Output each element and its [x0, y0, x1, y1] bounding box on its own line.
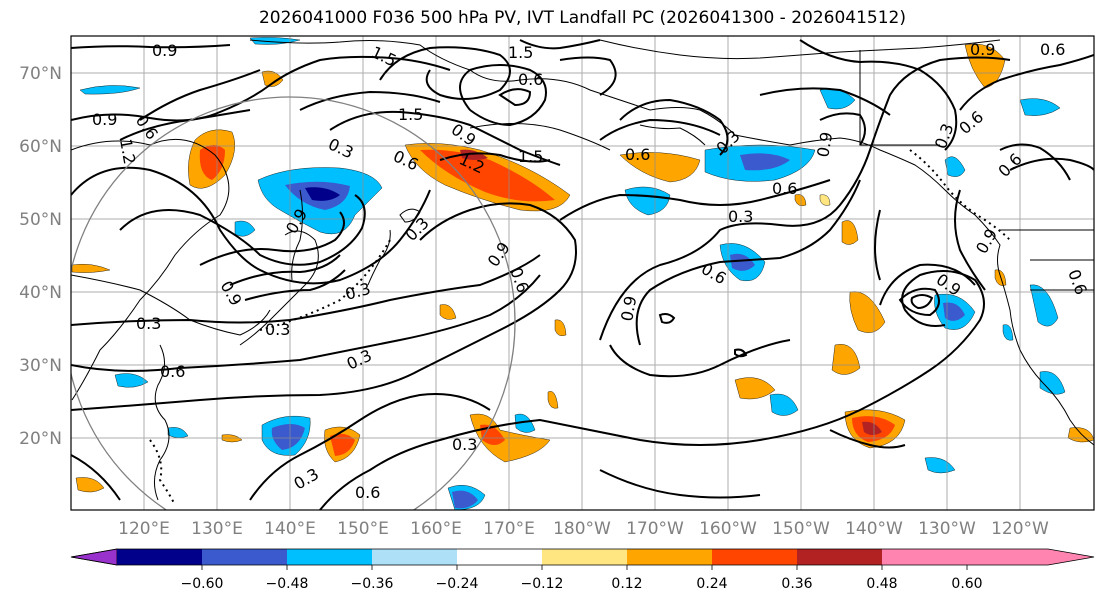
contour-label: 1.5 — [508, 43, 533, 62]
lat-label: 20°N — [19, 429, 62, 449]
lon-label: 140°E — [264, 519, 316, 539]
lon-label: 120°W — [991, 519, 1049, 539]
lon-label: 180°W — [553, 519, 611, 539]
colorbar-tick-label: 0.36 — [781, 576, 812, 592]
lon-label: 150°E — [337, 519, 389, 539]
lon-label: 140°W — [845, 519, 903, 539]
lon-label: 170°W — [626, 519, 684, 539]
lat-label: 70°N — [19, 64, 62, 84]
colorbar-tick-label: −0.60 — [181, 576, 224, 592]
colorbar-tick-label: 0.12 — [611, 576, 642, 592]
colorbar-segment — [117, 549, 202, 565]
colorbar-segment — [287, 549, 372, 565]
contour-label: 0.9 — [152, 41, 177, 60]
contour-label: 0.9 — [617, 294, 640, 322]
contour-label: 1.2 — [116, 137, 139, 165]
colorbar-extend-min — [70, 548, 118, 566]
lon-label: 130°W — [918, 519, 976, 539]
lon-label: 160°W — [699, 519, 757, 539]
graticule — [71, 36, 1094, 510]
longitude-labels: 120°E 130°E 140°E 150°E 160°E 170°E 180°… — [118, 519, 1049, 539]
latitude-labels: 70°N 60°N 50°N 40°N 30°N 20°N — [19, 64, 62, 449]
lon-label: 160°E — [410, 519, 462, 539]
map-frame — [70, 35, 1095, 511]
lon-label: 150°W — [772, 519, 830, 539]
colorbar-outline — [70, 548, 1095, 566]
contour-label: 0.6 — [160, 362, 185, 381]
contour-label: 0.3 — [136, 314, 161, 333]
coastal-dots — [149, 149, 1011, 506]
contour-label: 1.5 — [518, 147, 543, 166]
lat-label: 50°N — [19, 210, 62, 230]
contour-label: 0.9 — [970, 40, 995, 59]
colorbar-tick-label: −0.12 — [521, 576, 564, 592]
pv-contours — [71, 39, 1094, 510]
lat-label: 40°N — [19, 283, 62, 303]
colorbar-tick-label: −0.48 — [266, 576, 309, 592]
colorbar-segment — [712, 549, 797, 565]
lon-label: 120°E — [118, 519, 170, 539]
colorbar-segment — [542, 549, 627, 565]
colorbar-segment — [882, 549, 967, 565]
contour-label: 0.6 — [772, 179, 797, 198]
colorbar-ticks — [201, 565, 968, 570]
colorbar-tick-label: 0.24 — [696, 576, 727, 592]
contour-label: 0.3 — [265, 320, 290, 339]
colorbar-tick-label: −0.36 — [351, 576, 394, 592]
contour-label: 0.9 — [92, 110, 117, 129]
contour-label: 0.3 — [728, 207, 753, 226]
colorbar: −0.60 −0.48 −0.36 −0.24 −0.12 0.12 0.24 … — [70, 548, 1095, 592]
contour-label: 0.6 — [355, 483, 380, 502]
lat-label: 30°N — [19, 356, 62, 376]
colorbar-tick-label: 0.48 — [866, 576, 897, 592]
contour-label: 0.3 — [452, 435, 477, 454]
colorbar-segment — [797, 549, 882, 565]
colorbar-segment — [372, 549, 457, 565]
contour-label: 0.9 — [813, 130, 836, 158]
contour-label: 1.5 — [398, 105, 423, 124]
colorbar-segment — [202, 549, 287, 565]
colorbar-tick-label: −0.24 — [436, 576, 479, 592]
lon-label: 130°E — [191, 519, 243, 539]
contour-label: 0.6 — [625, 145, 650, 164]
lat-label: 60°N — [19, 137, 62, 157]
colorbar-tick-label: 0.60 — [951, 576, 982, 592]
lon-label: 170°E — [483, 519, 535, 539]
ivt-shading — [71, 37, 1094, 510]
range-circle — [71, 96, 516, 510]
colorbar-segment — [627, 549, 712, 565]
contour-label: 0.6 — [518, 70, 543, 89]
contour-label: 0.6 — [1040, 40, 1065, 59]
map-title: 2026041000 F036 500 hPa PV, IVT Landfall… — [258, 8, 906, 28]
colorbar-segment — [457, 549, 542, 565]
